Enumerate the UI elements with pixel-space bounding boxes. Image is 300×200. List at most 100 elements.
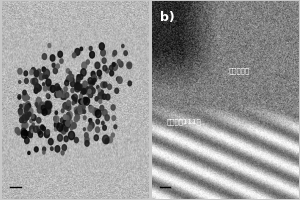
Circle shape [112, 53, 115, 57]
Circle shape [18, 68, 22, 74]
Circle shape [103, 125, 106, 130]
Circle shape [117, 77, 122, 83]
Circle shape [70, 127, 73, 130]
Circle shape [99, 43, 104, 50]
Circle shape [54, 116, 57, 121]
Circle shape [24, 131, 28, 136]
Circle shape [58, 51, 62, 57]
Circle shape [61, 92, 65, 97]
Circle shape [88, 125, 92, 131]
Circle shape [31, 130, 33, 133]
Circle shape [75, 139, 78, 142]
Circle shape [94, 135, 98, 141]
Circle shape [50, 55, 55, 61]
Circle shape [75, 85, 80, 92]
Circle shape [83, 90, 86, 93]
Circle shape [76, 78, 80, 83]
Circle shape [84, 97, 89, 105]
Circle shape [32, 115, 36, 121]
Circle shape [43, 83, 45, 86]
Circle shape [66, 78, 69, 82]
Circle shape [66, 104, 71, 110]
Circle shape [89, 81, 93, 87]
Circle shape [74, 99, 77, 103]
Circle shape [65, 116, 69, 120]
Circle shape [34, 126, 38, 132]
Circle shape [43, 147, 46, 151]
Circle shape [34, 147, 38, 152]
Circle shape [30, 119, 32, 123]
Circle shape [26, 112, 29, 117]
Circle shape [90, 51, 94, 58]
Circle shape [98, 93, 103, 100]
Circle shape [82, 89, 85, 93]
Circle shape [46, 94, 49, 97]
Circle shape [95, 97, 98, 101]
Circle shape [72, 123, 76, 128]
Circle shape [108, 84, 112, 89]
Circle shape [89, 119, 92, 123]
Circle shape [25, 114, 29, 120]
Circle shape [43, 75, 45, 79]
Circle shape [30, 70, 33, 75]
Circle shape [46, 103, 50, 108]
Circle shape [57, 87, 60, 91]
Circle shape [95, 127, 100, 132]
Circle shape [17, 131, 20, 135]
Circle shape [105, 139, 109, 144]
Circle shape [85, 137, 89, 142]
Circle shape [70, 74, 74, 79]
Circle shape [69, 71, 71, 75]
Circle shape [74, 137, 78, 143]
Circle shape [70, 78, 73, 81]
Circle shape [89, 92, 93, 97]
Circle shape [127, 62, 132, 69]
Circle shape [111, 105, 115, 110]
Circle shape [95, 62, 100, 69]
Circle shape [56, 86, 59, 90]
Circle shape [44, 101, 50, 108]
Circle shape [18, 96, 20, 99]
Circle shape [22, 104, 26, 109]
Circle shape [22, 113, 28, 120]
Circle shape [74, 116, 78, 122]
Circle shape [72, 122, 76, 129]
Circle shape [105, 115, 109, 121]
Circle shape [34, 88, 38, 93]
Circle shape [19, 81, 21, 83]
Circle shape [82, 62, 87, 69]
Circle shape [71, 78, 74, 82]
Circle shape [83, 81, 87, 87]
Circle shape [55, 128, 57, 131]
Circle shape [38, 105, 42, 110]
Circle shape [42, 126, 46, 131]
Circle shape [66, 115, 71, 121]
Circle shape [82, 88, 86, 94]
Circle shape [112, 63, 115, 66]
Circle shape [93, 108, 96, 112]
Circle shape [102, 110, 107, 116]
Circle shape [102, 58, 106, 63]
Text: b): b) [160, 11, 174, 24]
Circle shape [72, 102, 74, 105]
Circle shape [101, 50, 105, 56]
Circle shape [75, 83, 80, 90]
Circle shape [65, 93, 69, 98]
Circle shape [19, 110, 22, 114]
Circle shape [35, 84, 41, 92]
Circle shape [81, 91, 83, 95]
Circle shape [64, 127, 68, 132]
Circle shape [37, 126, 40, 131]
Circle shape [91, 88, 95, 94]
Circle shape [27, 104, 31, 109]
Circle shape [99, 100, 102, 103]
Circle shape [98, 89, 100, 92]
Circle shape [88, 92, 91, 97]
Circle shape [74, 98, 77, 102]
Circle shape [21, 128, 26, 135]
Circle shape [21, 130, 28, 138]
Circle shape [31, 79, 35, 84]
Text: 氮化馒（）: 氮化馒（） [228, 67, 250, 74]
Circle shape [81, 108, 85, 113]
Circle shape [75, 48, 80, 55]
